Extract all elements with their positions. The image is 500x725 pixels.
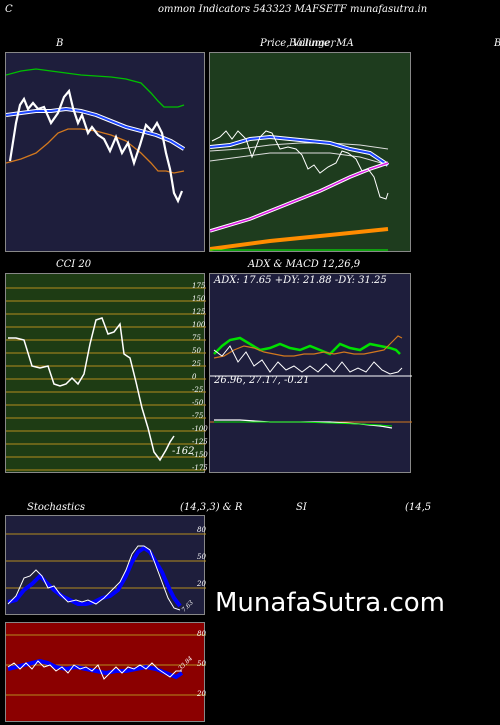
stochastics-params: (14,3,3) & R [180,502,243,513]
brand-watermark: MunafaSutra.com [215,588,446,618]
cci-tick: 125 [192,308,206,316]
macd-signal-line [214,421,393,427]
cci-lines [6,287,206,471]
cci-tick: 100 [192,321,206,329]
adx-values: ADX: 17.65 +DY: 21.88 -DY: 31.25 [214,275,387,286]
bollinger-chart [5,52,205,252]
lower-band-line [6,128,185,174]
price-lines [210,130,390,251]
adx-minus-dy-line [213,335,403,359]
rsi-lines [6,634,206,696]
stoch-k-line [7,545,181,611]
stoch-tick: 80 [197,526,206,534]
bb-upper [210,142,389,152]
cci-chart [5,273,206,473]
rsi-tick: 20 [197,690,206,698]
adx-line [213,345,403,375]
cci-tick: -75 [192,412,204,420]
adx-macd-chart [209,273,412,473]
adx-title: ADX & MACD 12,26,9 [248,259,361,270]
page-title: ommon Indicators 543323 MAFSETF munafasu… [158,4,428,15]
cci-tick: 50 [192,347,201,355]
stoch-d-line [7,545,182,608]
cci-title: CCI 20 [56,259,92,270]
cci-tick: -25 [192,386,204,394]
stochastics-chart [5,515,206,615]
cci-value-label: -162 [172,446,195,457]
rsi-title: SI [296,502,307,513]
bb-lower [210,152,389,166]
rsi-tick: 80 [197,630,206,638]
cci-tick: 25 [192,360,201,368]
bollinger-lines [6,68,186,204]
close-price-line [8,88,184,204]
rsi-line [7,660,182,680]
header-left-letter: C [5,4,13,15]
cci-tick: -100 [192,425,208,433]
ma-long-line-inner [210,162,389,232]
middle-band-line-inner [6,107,185,150]
cci-line [8,317,175,462]
price-panel-title: Price, Volume, MA [260,38,354,49]
cci-grid [6,287,206,471]
stoch-tick: 20 [197,580,206,588]
price-panel-overlay: Bollinger [289,38,336,49]
price-panel-right-letter: B [494,38,500,49]
cci-tick: 0 [192,373,197,381]
cci-tick: -150 [192,451,208,459]
cci-tick: -125 [192,438,208,446]
cci-tick: 75 [192,334,201,342]
adx-macd-lines [210,335,412,429]
upper-band-line [6,68,185,108]
cci-tick: 175 [192,282,206,290]
price-chart [209,52,411,252]
ma-blue-line-inner [210,135,389,166]
stochastics-lines [6,533,206,611]
bollinger-title: B [56,38,64,49]
close-line [211,130,389,200]
cci-tick: -50 [192,399,204,407]
rsi-smooth-line [7,658,184,680]
cci-tick: -175 [192,464,208,472]
stoch-tick: 50 [197,553,206,561]
cci-tick: 150 [192,295,206,303]
rsi-chart [5,622,206,722]
stochastics-title: Stochastics [27,502,85,513]
volume-ma-line [210,227,389,251]
adx-plus-dy-line [213,336,401,356]
rsi-tick: 50 [197,660,206,668]
rsi-params: (14,5 [405,502,432,513]
macd-values: 26.96, 27.17, -0.21 [214,375,310,386]
